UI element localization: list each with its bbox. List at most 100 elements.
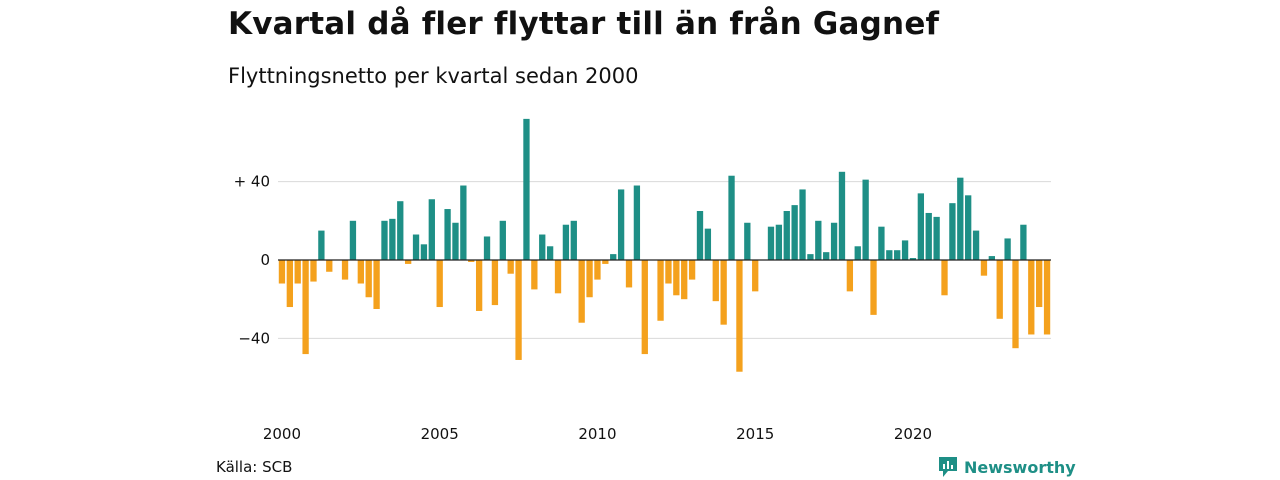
bar: [1020, 224, 1027, 260]
bar: [681, 260, 688, 300]
bar: [397, 201, 404, 260]
newsworthy-logo-icon: [939, 457, 957, 477]
bar: [373, 260, 380, 309]
bar: [996, 260, 1003, 319]
bar: [878, 226, 885, 260]
x-tick-label: 2000: [263, 425, 301, 443]
bar: [941, 260, 948, 296]
bar: [412, 234, 420, 260]
bar: [491, 260, 499, 306]
bar: [704, 228, 712, 260]
bar: [539, 234, 546, 260]
bar: [515, 260, 522, 360]
bar: [736, 260, 743, 372]
bar: [594, 260, 601, 280]
x-tick-label: 2010: [578, 425, 616, 443]
bar: [523, 118, 530, 260]
bar: [444, 209, 451, 260]
bar: [365, 260, 372, 298]
bar: [586, 260, 593, 298]
bar: [728, 175, 735, 260]
bar: [823, 252, 830, 260]
bar: [917, 193, 925, 260]
bar: [326, 260, 333, 272]
bar: [972, 230, 980, 260]
bar: [720, 260, 727, 325]
bar: [341, 260, 349, 280]
bar: [546, 246, 554, 260]
bar: [570, 220, 577, 260]
bar: [1043, 260, 1051, 335]
bar: [452, 222, 459, 260]
bar: [894, 250, 901, 260]
bar: [901, 240, 909, 260]
bar: [554, 260, 562, 294]
bar: [767, 226, 775, 260]
bar: [886, 250, 893, 260]
bar: [357, 260, 364, 284]
y-axis: + 40 0 −40: [234, 173, 270, 348]
bar: [815, 220, 822, 260]
bar: [381, 220, 388, 260]
bar: [665, 260, 672, 284]
bar: [688, 260, 696, 280]
bar: [846, 260, 854, 292]
brand-name: Newsworthy: [964, 457, 1076, 477]
bar: [294, 260, 301, 284]
bar-chart: + 40 0 −40 2000 2005 2010 2015 2020: [234, 118, 1051, 443]
bar: [783, 211, 790, 260]
bar: [633, 185, 641, 260]
bar: [468, 260, 475, 262]
grid-lines: [278, 181, 1051, 339]
bar: [562, 224, 570, 260]
bar: [404, 260, 412, 264]
bar: [507, 260, 514, 274]
bar: [625, 260, 633, 288]
bar: [389, 218, 396, 260]
bar: [909, 258, 917, 260]
y-tick-label: + 40: [234, 173, 270, 191]
bar: [830, 222, 838, 260]
bar: [673, 260, 680, 296]
bar: [791, 205, 798, 260]
bar: [310, 260, 317, 282]
bar: [807, 254, 814, 260]
bar: [318, 230, 325, 260]
bar: [1012, 260, 1019, 349]
bar: [949, 203, 956, 260]
bars: [278, 118, 1051, 372]
bar: [617, 189, 625, 260]
bar: [862, 179, 869, 260]
bar: [799, 189, 806, 260]
x-tick-label: 2005: [421, 425, 459, 443]
chart-subtitle: Flyttningsnetto per kvartal sedan 2000: [228, 64, 639, 88]
bar: [838, 171, 846, 260]
bar: [278, 260, 286, 284]
bar: [602, 260, 609, 264]
bar: [641, 260, 648, 355]
y-tick-label: 0: [260, 251, 270, 269]
y-tick-label: −40: [238, 329, 270, 347]
bar: [499, 220, 506, 260]
bar: [610, 254, 617, 260]
bar: [420, 244, 428, 260]
bar: [428, 199, 435, 260]
bar: [775, 224, 783, 260]
x-tick-label: 2020: [894, 425, 932, 443]
bar: [712, 260, 719, 302]
bar: [1036, 260, 1043, 308]
bar: [980, 260, 988, 276]
bar: [870, 260, 877, 315]
bar: [1028, 260, 1035, 335]
bar: [854, 246, 861, 260]
brand: Newsworthy: [938, 456, 1076, 478]
x-tick-label: 2015: [736, 425, 774, 443]
bar: [933, 216, 940, 260]
x-axis: 2000 2005 2010 2015 2020: [263, 425, 932, 443]
bar: [957, 177, 964, 260]
bar: [349, 220, 357, 260]
bar: [657, 260, 664, 321]
bar: [483, 236, 491, 260]
bar: [475, 260, 483, 311]
bar: [752, 260, 759, 292]
